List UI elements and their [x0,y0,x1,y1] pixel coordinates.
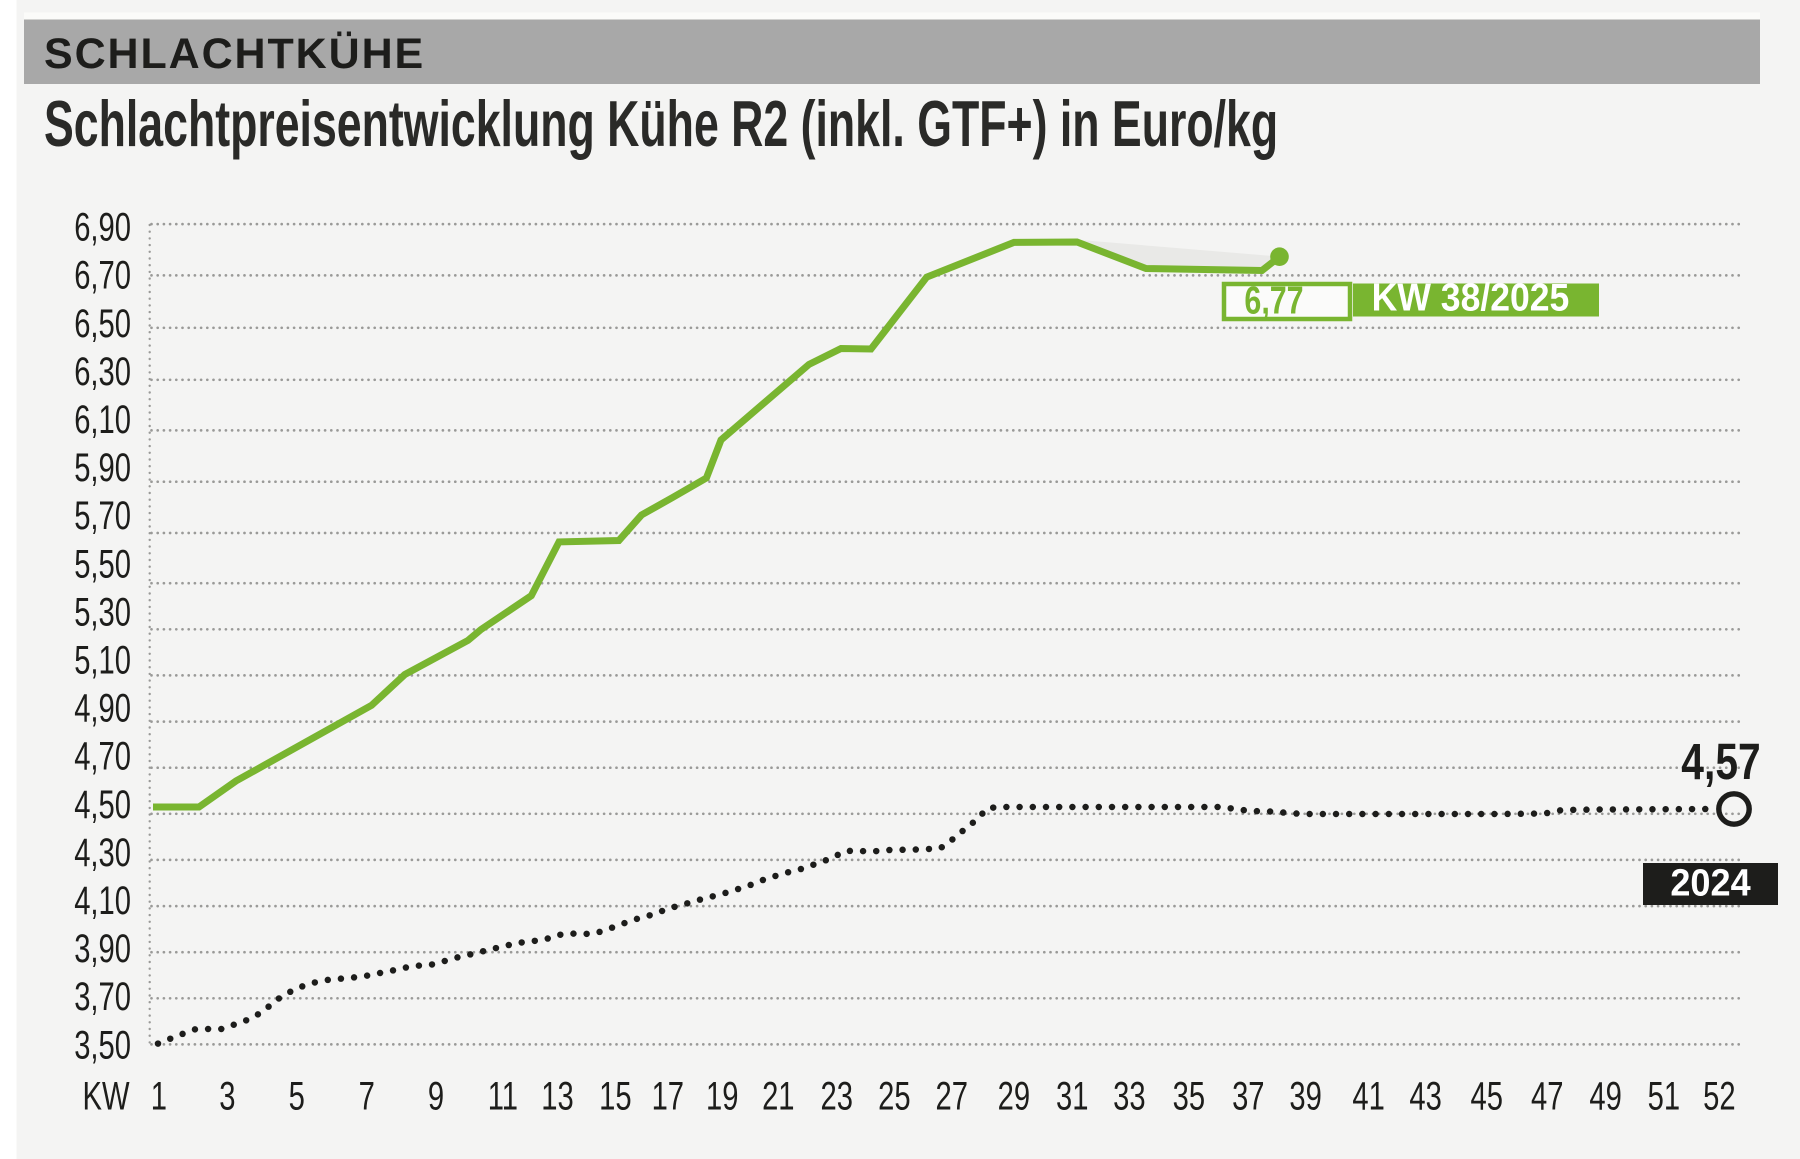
svg-text:6,50: 6,50 [74,301,131,346]
svg-text:3,50: 3,50 [74,1023,131,1068]
svg-text:4,30: 4,30 [74,830,131,875]
svg-text:13: 13 [541,1074,573,1119]
svg-text:7: 7 [359,1074,375,1119]
svg-text:1: 1 [151,1074,167,1119]
svg-text:17: 17 [652,1074,684,1119]
svg-text:6,10: 6,10 [74,398,131,443]
svg-text:9: 9 [428,1074,444,1119]
svg-text:KW 38/2025: KW 38/2025 [1372,275,1570,319]
svg-text:45: 45 [1470,1074,1502,1119]
svg-text:SCHLACHTKÜHE: SCHLACHTKÜHE [44,30,425,78]
svg-text:4,70: 4,70 [74,734,131,779]
svg-text:6,30: 6,30 [74,349,131,394]
svg-text:21: 21 [762,1074,794,1119]
svg-text:39: 39 [1289,1074,1321,1119]
svg-text:27: 27 [935,1074,967,1119]
svg-text:4,57: 4,57 [1681,733,1760,790]
svg-text:47: 47 [1531,1074,1563,1119]
svg-text:51: 51 [1648,1074,1680,1119]
svg-text:4,90: 4,90 [74,686,131,731]
svg-text:37: 37 [1232,1074,1264,1119]
svg-text:52: 52 [1703,1074,1735,1119]
svg-text:5: 5 [289,1074,305,1119]
svg-text:15: 15 [599,1074,631,1119]
svg-text:41: 41 [1352,1074,1384,1119]
svg-text:33: 33 [1113,1074,1145,1119]
svg-text:Schlachtpreisentwicklung Kühe: Schlachtpreisentwicklung Kühe R2 (inkl. … [44,88,1278,160]
svg-text:KW: KW [82,1074,129,1119]
svg-text:11: 11 [488,1074,518,1119]
svg-text:6,90: 6,90 [74,205,131,250]
svg-text:5,10: 5,10 [74,638,131,683]
svg-text:6,70: 6,70 [74,253,131,298]
svg-text:29: 29 [998,1074,1030,1119]
svg-text:35: 35 [1173,1074,1205,1119]
svg-text:6,77: 6,77 [1244,279,1303,322]
svg-text:49: 49 [1589,1074,1621,1119]
svg-text:23: 23 [820,1074,852,1119]
svg-text:5,50: 5,50 [74,542,131,587]
svg-text:4,50: 4,50 [74,782,131,827]
svg-text:5,30: 5,30 [74,590,131,635]
svg-text:5,90: 5,90 [74,446,131,491]
svg-text:3,90: 3,90 [74,927,131,972]
svg-text:31: 31 [1056,1074,1088,1119]
svg-text:43: 43 [1409,1074,1441,1119]
svg-text:4,10: 4,10 [74,879,131,924]
svg-text:2024: 2024 [1670,861,1751,904]
svg-text:25: 25 [878,1074,910,1119]
svg-text:5,70: 5,70 [74,494,131,539]
svg-text:3: 3 [219,1074,235,1119]
svg-text:3,70: 3,70 [74,975,131,1020]
svg-text:19: 19 [706,1074,738,1119]
